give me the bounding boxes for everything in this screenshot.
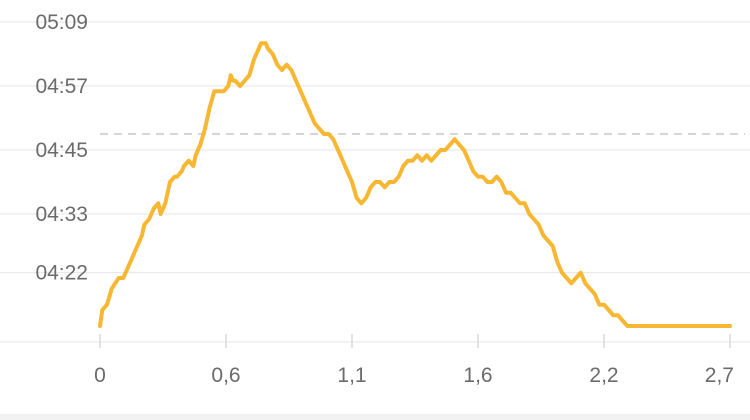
y-tick-label: 04:33 <box>35 203 88 226</box>
y-tick-label: 04:45 <box>35 139 88 162</box>
y-axis: 04:22 04:33 04:45 04:57 05:09 <box>35 11 88 285</box>
x-tick-label: 2,2 <box>589 364 618 387</box>
x-axis: 0 0,6 1,1 1,6 2,2 2,7 <box>94 334 734 387</box>
y-tick-label: 04:57 <box>35 75 88 98</box>
y-tick-label: 05:09 <box>35 11 88 34</box>
x-tick-label: 2,7 <box>705 364 734 387</box>
bottom-divider <box>0 414 750 420</box>
y-tick-label: 04:22 <box>35 262 88 285</box>
series-line-pace <box>98 41 732 328</box>
x-tick-label: 0,6 <box>211 364 240 387</box>
x-tick-label: 1,1 <box>337 364 366 387</box>
grid-layer <box>0 21 750 343</box>
x-tick-label: 1,6 <box>463 364 492 387</box>
x-tick-label: 0 <box>94 364 106 387</box>
